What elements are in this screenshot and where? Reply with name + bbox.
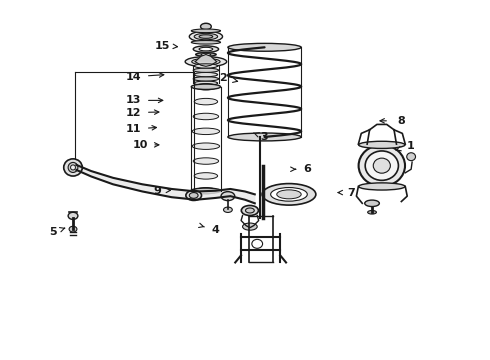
Ellipse shape (193, 77, 219, 81)
Text: 5: 5 (49, 227, 57, 237)
Ellipse shape (194, 64, 218, 68)
Ellipse shape (407, 153, 416, 161)
Ellipse shape (186, 190, 201, 201)
Text: 14: 14 (126, 72, 142, 82)
Ellipse shape (228, 43, 301, 51)
Text: 12: 12 (126, 108, 141, 118)
Ellipse shape (359, 141, 405, 148)
Ellipse shape (199, 35, 213, 39)
Ellipse shape (194, 173, 218, 179)
Ellipse shape (68, 212, 78, 220)
Ellipse shape (359, 145, 405, 186)
Ellipse shape (191, 84, 220, 89)
Ellipse shape (191, 41, 220, 44)
Ellipse shape (195, 188, 217, 194)
Ellipse shape (201, 53, 211, 55)
Ellipse shape (199, 47, 213, 51)
Ellipse shape (191, 188, 221, 193)
Ellipse shape (185, 57, 227, 67)
Ellipse shape (193, 46, 219, 52)
Text: 7: 7 (347, 188, 355, 198)
Ellipse shape (373, 158, 391, 173)
Ellipse shape (64, 159, 82, 176)
Ellipse shape (194, 81, 218, 85)
Ellipse shape (245, 208, 254, 213)
Ellipse shape (365, 200, 379, 207)
Ellipse shape (242, 206, 258, 216)
Ellipse shape (189, 193, 198, 198)
Ellipse shape (193, 68, 219, 72)
Ellipse shape (223, 207, 232, 212)
Ellipse shape (365, 151, 398, 180)
Text: 15: 15 (154, 41, 170, 50)
Text: 8: 8 (397, 116, 405, 126)
Ellipse shape (192, 58, 220, 65)
Ellipse shape (193, 113, 219, 120)
Ellipse shape (243, 223, 257, 230)
Ellipse shape (68, 162, 78, 172)
Ellipse shape (196, 53, 216, 56)
Ellipse shape (359, 183, 405, 190)
Ellipse shape (262, 184, 316, 205)
Ellipse shape (277, 190, 301, 199)
Ellipse shape (194, 33, 218, 40)
Text: 10: 10 (132, 140, 147, 150)
Polygon shape (76, 165, 255, 203)
Text: 3: 3 (261, 132, 269, 142)
Ellipse shape (368, 211, 376, 214)
Ellipse shape (228, 133, 301, 141)
Ellipse shape (69, 226, 77, 232)
Ellipse shape (194, 72, 218, 77)
Text: 2: 2 (219, 73, 227, 83)
Ellipse shape (192, 128, 220, 135)
Ellipse shape (195, 84, 217, 90)
Text: 11: 11 (126, 124, 141, 134)
Ellipse shape (200, 23, 211, 30)
Ellipse shape (270, 188, 307, 201)
Ellipse shape (194, 98, 218, 105)
Text: 4: 4 (212, 225, 220, 235)
Ellipse shape (221, 192, 235, 201)
Text: 9: 9 (153, 186, 161, 196)
Text: 6: 6 (304, 164, 312, 174)
Ellipse shape (189, 31, 222, 42)
Ellipse shape (191, 29, 220, 33)
Ellipse shape (193, 158, 219, 164)
Polygon shape (195, 54, 217, 62)
Text: 13: 13 (126, 95, 141, 105)
Ellipse shape (192, 143, 220, 149)
Ellipse shape (71, 165, 75, 170)
Text: 1: 1 (406, 141, 414, 151)
